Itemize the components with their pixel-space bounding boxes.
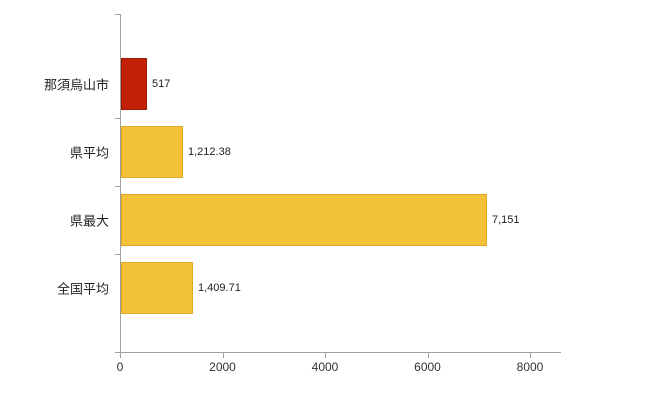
y-tick <box>115 14 120 15</box>
plot-area: 517 1,212.38 7,151 1,409.71 <box>120 14 560 352</box>
x-tick <box>120 353 121 358</box>
y-tick <box>115 254 120 255</box>
x-tick <box>530 353 531 358</box>
x-tick-label: 0 <box>116 360 124 374</box>
bar-value-label: 1,409.71 <box>198 282 241 294</box>
bar-value-label: 517 <box>152 78 171 90</box>
x-tick-label: 8000 <box>516 360 544 374</box>
x-tick-label: 2000 <box>209 360 236 374</box>
bar-value-label: 1,212.38 <box>188 146 231 158</box>
category-label: 県平均 <box>69 145 109 161</box>
category-label: 県最大 <box>69 213 109 229</box>
category-label: 那須烏山市 <box>43 77 109 93</box>
x-tick <box>325 353 326 358</box>
x-tick <box>222 353 224 358</box>
x-axis-line <box>120 352 561 353</box>
category-label: 全国平均 <box>56 281 109 297</box>
x-tick-label: 4000 <box>311 360 339 374</box>
y-tick <box>115 118 120 119</box>
x-tick <box>427 353 429 358</box>
y-tick <box>115 352 120 353</box>
bar-3 <box>121 262 193 314</box>
y-tick <box>115 186 120 187</box>
bar-1 <box>121 126 183 178</box>
bar-0 <box>121 58 147 110</box>
y-axis-line <box>120 14 121 353</box>
x-tick-label: 6000 <box>414 360 441 374</box>
bar-2 <box>121 194 487 246</box>
bar-value-label: 7,151 <box>492 214 520 226</box>
y-axis-labels: 那須烏山市県平均県最大全国平均 <box>0 14 113 352</box>
